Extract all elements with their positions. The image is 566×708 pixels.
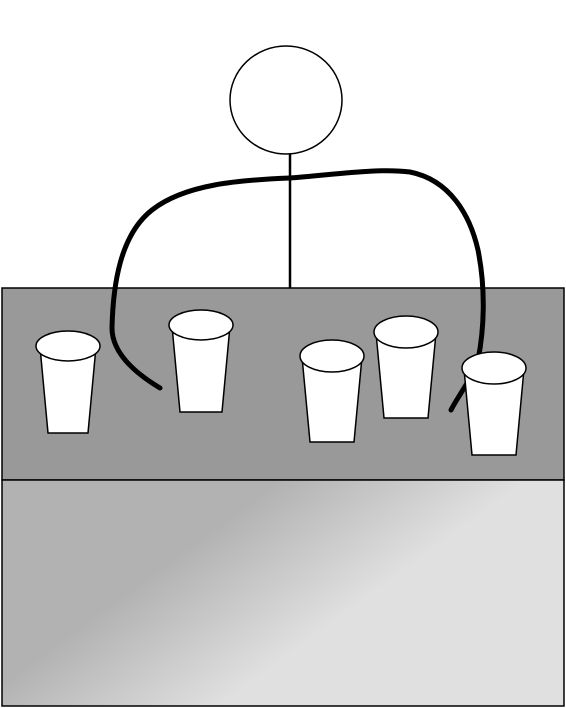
cup-5	[461, 351, 527, 456]
cup-4-rim	[373, 315, 439, 349]
table-front	[1, 479, 565, 707]
cup-5-rim	[461, 351, 527, 385]
person-left-arm	[109, 175, 293, 391]
cup-2-rim	[168, 309, 234, 341]
cup-3-rim	[299, 339, 365, 373]
cup-1	[35, 330, 101, 434]
cup-1-rim	[35, 330, 101, 362]
person-head	[229, 45, 343, 155]
cup-2	[168, 309, 234, 413]
cup-3	[299, 339, 365, 443]
cup-4	[373, 315, 439, 419]
